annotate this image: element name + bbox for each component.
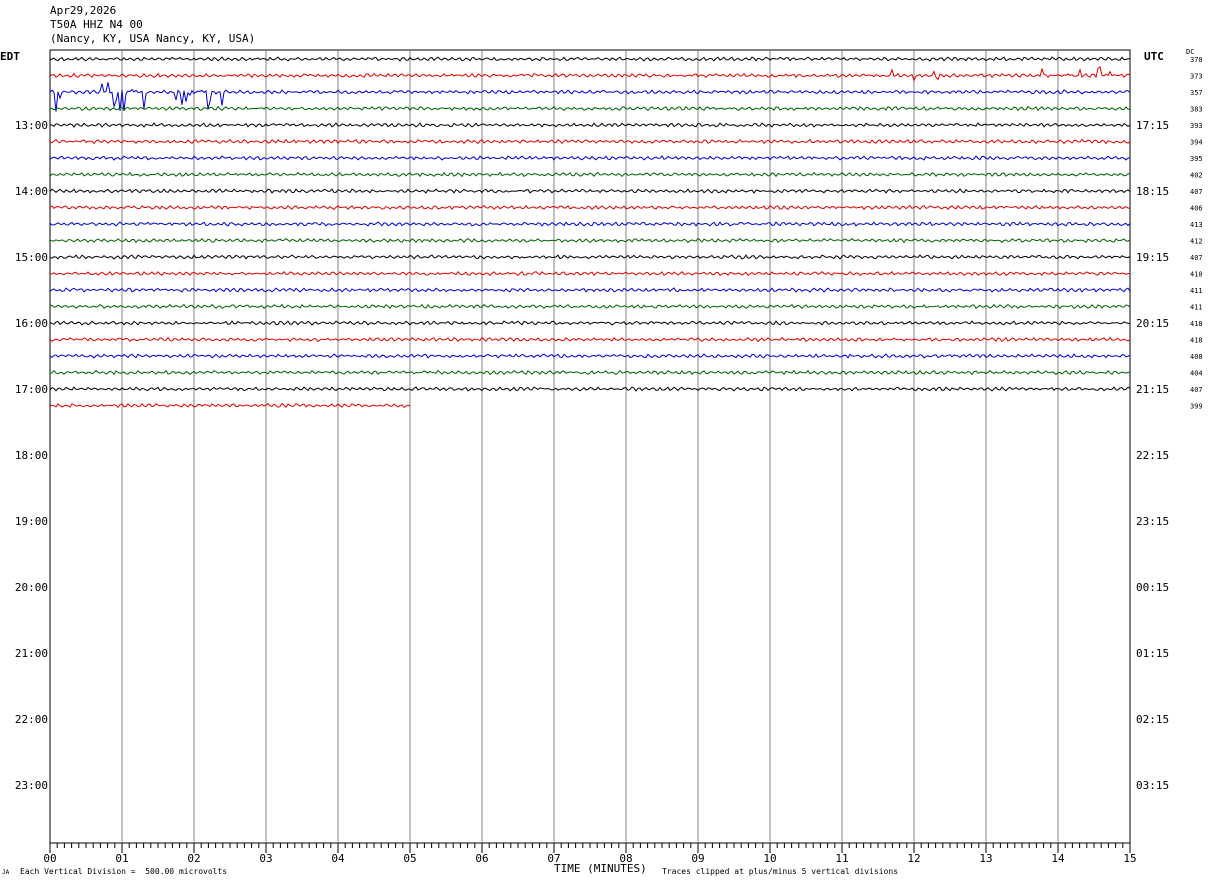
- dc-offset-label: 402: [1190, 172, 1203, 180]
- x-tick-label: 14: [1051, 852, 1065, 865]
- hour-label-utc: 03:15: [1136, 779, 1169, 792]
- seismic-trace: [49, 56, 1131, 62]
- hour-label-local: 23:00: [15, 779, 48, 792]
- x-tick-label: 12: [907, 852, 920, 865]
- clip-note: Traces clipped at plus/minus 5 vertical …: [662, 867, 899, 876]
- seismic-trace: [49, 122, 1131, 128]
- dc-offset-label: 404: [1190, 370, 1203, 378]
- x-tick-label: 01: [115, 852, 128, 865]
- x-tick-label: 02: [187, 852, 200, 865]
- hour-label-utc: 00:15: [1136, 581, 1169, 594]
- x-tick-label: 07: [547, 852, 560, 865]
- dc-offset-label: 418: [1190, 337, 1203, 345]
- dc-offset-label: 407: [1190, 188, 1203, 196]
- dc-offset-header: DC: [1186, 48, 1195, 56]
- dc-offset-label: 413: [1190, 221, 1203, 229]
- dc-offset-label: 418: [1190, 320, 1203, 328]
- x-tick-label: 00: [43, 852, 56, 865]
- seismic-trace: [49, 82, 1131, 112]
- x-tick-label: 05: [403, 852, 416, 865]
- x-tick-label: 11: [835, 852, 848, 865]
- seismic-trace: [49, 270, 1131, 277]
- x-tick-label: 10: [763, 852, 776, 865]
- hour-label-utc: 23:15: [1136, 515, 1169, 528]
- hour-label-utc: 22:15: [1136, 449, 1169, 462]
- seismic-trace: [49, 254, 1131, 260]
- x-tick-label: 09: [691, 852, 704, 865]
- left-timezone-label: EDT: [0, 50, 20, 63]
- seismic-trace: [49, 353, 1131, 359]
- hour-label-local: 13:00: [15, 119, 48, 132]
- right-timezone-label: UTC: [1144, 50, 1164, 63]
- dc-offset-label: 393: [1190, 122, 1203, 130]
- hour-label-local: 15:00: [15, 251, 48, 264]
- hour-label-utc: 17:15: [1136, 119, 1169, 132]
- seismic-trace: [49, 386, 1131, 392]
- hour-label-utc: 20:15: [1136, 317, 1169, 330]
- x-tick-label: 04: [331, 852, 345, 865]
- dc-offset-label: 407: [1190, 254, 1203, 262]
- footer-mark: JA: [2, 869, 10, 876]
- hour-label-local: 14:00: [15, 185, 48, 198]
- hour-label-utc: 01:15: [1136, 647, 1169, 660]
- hour-label-utc: 02:15: [1136, 713, 1169, 726]
- dc-offset-label: 407: [1190, 386, 1203, 394]
- seismic-trace: [49, 66, 1131, 82]
- hour-label-utc: 21:15: [1136, 383, 1169, 396]
- dc-offset-label: 412: [1190, 238, 1203, 246]
- seismic-trace: [49, 204, 1131, 211]
- scale-note: Each Vertical Division = 500.00 microvol…: [20, 867, 228, 876]
- hour-label-local: 16:00: [15, 317, 48, 330]
- dc-offset-label: 357: [1190, 89, 1203, 97]
- dc-offset-label: 411: [1190, 304, 1203, 312]
- dc-offset-label: 395: [1190, 155, 1203, 163]
- dc-offset-label: 373: [1190, 73, 1203, 81]
- seismic-trace: [49, 402, 411, 409]
- dc-offset-label: 394: [1190, 139, 1203, 147]
- seismic-trace: [50, 237, 1131, 244]
- seismic-trace: [49, 171, 1131, 178]
- plot-frame: [49, 49, 1131, 844]
- seismic-trace: [49, 336, 1131, 343]
- dc-offset-label: 383: [1190, 106, 1203, 114]
- station-code: T50A HHZ N4 00: [50, 18, 143, 31]
- seismic-trace: [49, 287, 1131, 293]
- x-tick-label: 15: [1123, 852, 1136, 865]
- hour-label-local: 19:00: [15, 515, 48, 528]
- hour-label-utc: 19:15: [1136, 251, 1169, 264]
- hour-label-local: 20:00: [15, 581, 48, 594]
- hour-label-local: 18:00: [15, 449, 48, 462]
- x-tick-label: 06: [475, 852, 488, 865]
- dc-offset-label: 370: [1190, 56, 1203, 64]
- seismic-trace: [49, 138, 1131, 145]
- x-tick-label: 13: [979, 852, 992, 865]
- dc-offset-label: 408: [1190, 353, 1203, 361]
- seismic-trace: [49, 221, 1131, 227]
- x-tick-label: 08: [619, 852, 632, 865]
- hour-label-local: 22:00: [15, 713, 48, 726]
- seismic-trace: [49, 369, 1131, 376]
- seismic-trace: [49, 303, 1131, 310]
- x-tick-label: 03: [259, 852, 272, 865]
- plot-date: Apr29,2026: [50, 4, 117, 17]
- hour-label-utc: 18:15: [1136, 185, 1169, 198]
- hour-label-local: 21:00: [15, 647, 48, 660]
- seismic-trace: [49, 188, 1131, 194]
- x-axis-title: TIME (MINUTES): [554, 862, 647, 875]
- seismic-trace: [49, 105, 1130, 112]
- seismic-trace: [49, 155, 1131, 161]
- hour-label-local: 17:00: [15, 383, 48, 396]
- station-location: (Nancy, KY, USA Nancy, KY, USA): [50, 32, 256, 45]
- seismic-trace: [49, 320, 1131, 326]
- dc-offset-label: 410: [1190, 271, 1203, 279]
- dc-offset-label: 411: [1190, 287, 1203, 295]
- dc-offset-label: 406: [1190, 205, 1203, 213]
- dc-offset-label: 399: [1190, 403, 1203, 411]
